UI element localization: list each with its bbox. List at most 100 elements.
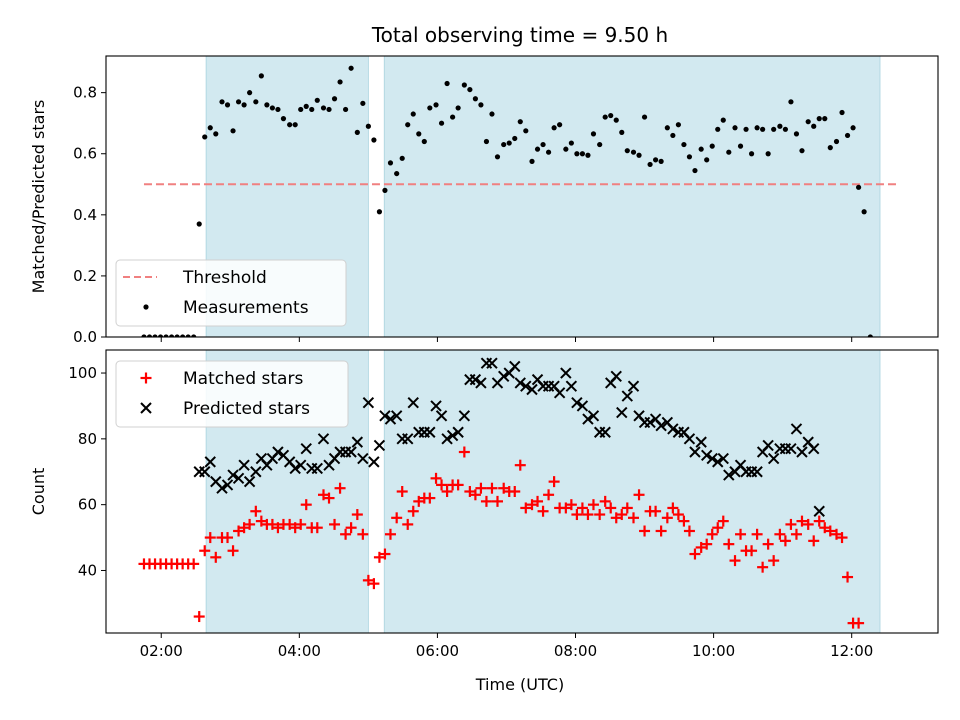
dot-point	[337, 79, 343, 85]
dot-point	[529, 158, 535, 164]
cross-point	[424, 426, 436, 438]
dot-point	[512, 135, 518, 142]
dot-point	[777, 123, 783, 129]
bottom-y-axis-label: Count	[29, 468, 48, 516]
dot-point	[523, 128, 529, 134]
plus-point	[717, 515, 729, 527]
cross-point	[683, 433, 696, 445]
cross-point	[216, 482, 228, 494]
dot-point	[816, 116, 822, 122]
plus-point	[779, 535, 791, 547]
plus-point	[351, 509, 363, 521]
top-panel: 0.0 0.2 0.4 0.6 0.8 Matched/Predicted stars Th…	[29, 55, 939, 346]
cross-point	[379, 410, 391, 422]
dot-point	[545, 149, 552, 155]
dot-point	[844, 132, 851, 139]
plus-point	[796, 515, 808, 527]
dot-point	[799, 148, 805, 154]
plus-point	[650, 505, 662, 517]
plus-point	[480, 495, 492, 507]
cross-point	[199, 466, 211, 478]
dot-point	[715, 126, 721, 132]
bottom-data	[138, 357, 865, 629]
dot-point	[726, 149, 732, 155]
cross-point	[599, 426, 611, 438]
dot-point	[641, 114, 648, 120]
plus-point	[498, 482, 510, 494]
dot-point	[563, 146, 569, 152]
plus-point	[210, 551, 222, 563]
cross-point	[796, 446, 808, 458]
dot-point	[867, 334, 873, 337]
plus-point	[413, 495, 425, 507]
plus-point	[587, 499, 599, 511]
dot-point	[506, 140, 512, 146]
cross-point	[311, 462, 323, 475]
plus-point	[548, 476, 560, 488]
plus-point	[357, 528, 369, 540]
cross-point	[565, 380, 578, 392]
dot-point	[196, 221, 202, 227]
cross-point	[384, 413, 397, 425]
legend-label: Predicted stars	[183, 399, 310, 419]
plus-point	[605, 502, 617, 514]
y-tick-label: 60	[78, 496, 97, 514]
cross-point	[435, 410, 448, 422]
plus-point	[757, 561, 769, 573]
dot-point	[303, 103, 309, 109]
plus-point	[628, 512, 640, 524]
plus-point	[571, 509, 583, 521]
plus-point	[379, 548, 391, 560]
plus-point	[831, 528, 843, 540]
dot-point	[754, 125, 760, 131]
cross-point	[469, 373, 482, 386]
plus-point	[582, 509, 594, 521]
dot-point	[664, 125, 670, 131]
dot-point	[850, 125, 856, 131]
plus-point	[491, 495, 503, 507]
dot-point	[376, 209, 383, 215]
dot-point	[360, 100, 366, 106]
dot-point	[202, 134, 208, 140]
dot-point	[427, 105, 433, 111]
plus-point	[842, 571, 854, 583]
plus-point	[396, 486, 408, 497]
bottom-panel: 40 60 80 100 02:00 04:00 06:00 08:00 10:00 12:00 C…	[29, 349, 939, 660]
dot-point	[551, 125, 557, 131]
plus-point	[188, 558, 200, 570]
cross-point	[362, 396, 375, 409]
cross-point	[300, 443, 312, 455]
dot-point	[670, 132, 676, 139]
dot-point	[280, 116, 287, 122]
dot-point	[704, 157, 710, 163]
dot-point	[686, 154, 693, 160]
dot-point	[185, 334, 191, 337]
dot-point	[309, 106, 315, 113]
dot-point	[602, 114, 608, 120]
dot-point	[275, 106, 281, 113]
cross-point	[368, 456, 380, 468]
plus-point	[735, 528, 747, 540]
dot-point	[146, 334, 153, 337]
plus-point	[475, 482, 487, 494]
cross-point	[295, 459, 307, 471]
dot-point	[839, 109, 845, 116]
plus-point	[300, 499, 312, 511]
legend-dot-swatch	[143, 304, 149, 310]
observing-window-top-1	[383, 55, 881, 338]
dot-point	[141, 334, 147, 337]
cross-point	[767, 452, 780, 465]
dot-point	[608, 112, 614, 119]
cross-point	[345, 446, 357, 458]
cross-point	[509, 360, 521, 373]
plus-point	[436, 479, 448, 491]
plus-point	[723, 538, 735, 550]
dot-point	[720, 117, 726, 123]
legend-label: Measurements	[183, 298, 309, 318]
cross-point	[695, 436, 707, 448]
cross-point	[808, 443, 820, 455]
plus-point	[746, 545, 758, 557]
dot-point	[348, 65, 354, 71]
dot-point	[455, 105, 461, 111]
dot-point	[461, 82, 467, 88]
